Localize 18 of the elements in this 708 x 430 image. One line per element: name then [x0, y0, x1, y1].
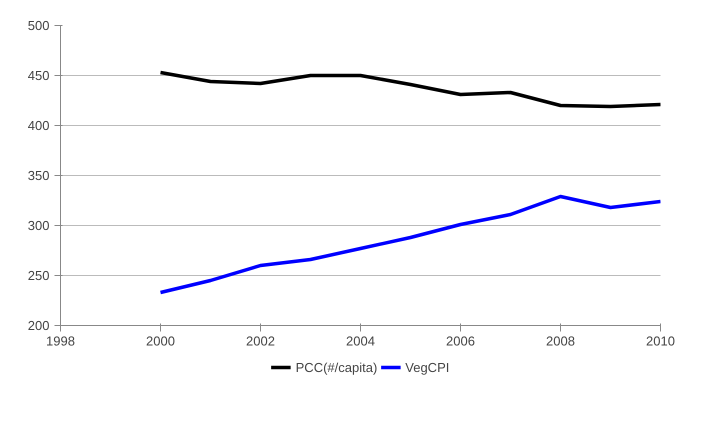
x-tick-label: 2010	[646, 334, 675, 348]
y-tick-label: 500	[28, 18, 50, 33]
x-tick-label: 2000	[146, 334, 175, 348]
y-tick-label: 300	[28, 218, 50, 233]
x-tick-label: 2002	[246, 334, 275, 348]
legend-label: PCC(#/capita)	[296, 360, 378, 374]
x-tick-label: 2006	[446, 334, 475, 348]
x-tick-label: 1998	[46, 334, 75, 348]
line-series	[158, 194, 660, 294]
legend-label: VegCPI	[405, 360, 450, 374]
y-tick-label: 250	[28, 268, 50, 283]
y-tick-label: 400	[28, 118, 50, 133]
y-tick-label: 200	[28, 318, 50, 333]
y-tick-label: 350	[28, 168, 50, 183]
x-tick-label: 2008	[546, 334, 575, 348]
y-tick-label: 450	[28, 68, 50, 83]
x-tick-label: 2004	[346, 334, 375, 348]
line-series	[158, 70, 660, 108]
